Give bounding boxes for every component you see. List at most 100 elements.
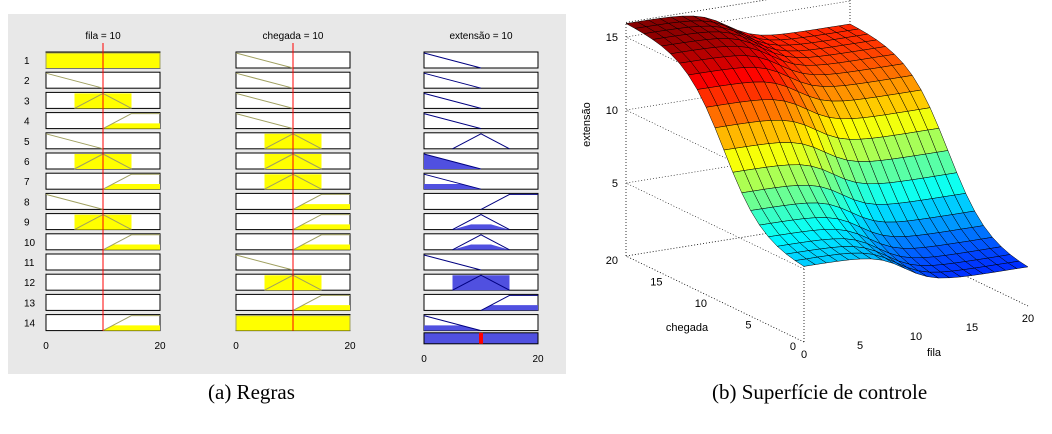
x-tick-label: 10: [910, 331, 922, 343]
x-tick-label: 0: [801, 349, 807, 361]
membership-curve: [423, 254, 482, 271]
rule-number: 2: [24, 76, 30, 87]
rule-8-output-cell: [423, 192, 539, 210]
membership-fill: [103, 123, 160, 129]
column-title: chegada = 10: [263, 31, 324, 42]
y-tick-label: 20: [606, 255, 618, 267]
membership-curve: [423, 173, 482, 190]
rule-3-output-cell: [423, 91, 539, 109]
membership-fill: [424, 325, 481, 331]
rule-5-output-cell: [423, 132, 539, 150]
rule-number: 6: [24, 157, 30, 168]
z-tick-label: 5: [612, 178, 618, 190]
rules-viewer-panel: fila = 10 chegada = 10 extensão = 10 12345…: [8, 14, 566, 374]
membership-curve: [452, 133, 510, 150]
membership-curve: [102, 315, 160, 332]
membership-box: [423, 253, 539, 271]
rule-10-output-cell: [423, 233, 539, 251]
membership-fill: [424, 183, 481, 190]
rule-number: 1: [24, 56, 30, 67]
membership-curve: [292, 294, 350, 311]
rule-number: 12: [24, 278, 36, 289]
z-tick-label: 10: [606, 105, 618, 117]
rule-number: 5: [24, 137, 30, 148]
membership-curve: [423, 52, 482, 69]
membership-curve: [452, 234, 510, 251]
membership-box: [423, 51, 539, 69]
rule-number: 9: [24, 218, 30, 229]
membership-curve: [102, 113, 160, 130]
membership-fill: [293, 224, 350, 230]
caption-control-surface: (b) Superfície de controle: [712, 380, 928, 404]
membership-curve: [452, 214, 510, 231]
y-tick-label: 0: [790, 341, 796, 353]
rule-6-output-cell: [423, 152, 539, 170]
rule-12-output-cell: [423, 273, 539, 291]
z-axis-label: extensão: [581, 102, 593, 147]
membership-curve: [423, 92, 482, 109]
rule-number: 8: [24, 197, 30, 208]
membership-box: [423, 132, 539, 150]
y-tick-label: 5: [745, 320, 751, 332]
membership-box: [423, 112, 539, 130]
membership-curve: [480, 193, 538, 210]
membership-curve: [102, 173, 160, 190]
y-tick-label: 10: [695, 298, 707, 310]
rule-9-output-cell: [423, 213, 539, 231]
membership-box: [423, 91, 539, 109]
rule-number: 11: [24, 258, 35, 269]
column-title: fila = 10: [85, 31, 121, 42]
axis-min-tick: 0: [43, 341, 49, 352]
membership-fill: [293, 244, 350, 250]
membership-curve: [292, 214, 350, 231]
membership-curve: [292, 193, 350, 210]
y-axis-label: chegada: [666, 322, 709, 334]
membership-curve: [423, 72, 482, 89]
membership-curve: [45, 133, 104, 150]
membership-box: [423, 192, 539, 210]
membership-curve: [423, 153, 482, 170]
caption-rules: (a) Regras: [208, 380, 295, 404]
axis-max-tick: 20: [532, 354, 544, 365]
membership-curve: [102, 234, 160, 251]
axes-box-edge: [625, 255, 805, 343]
membership-curve: [423, 315, 482, 332]
rule-14-output-cell: [423, 314, 539, 332]
x-axis-label: fila: [927, 347, 942, 359]
rule-number: 7: [24, 177, 30, 188]
rule-13-output-cell: [423, 293, 539, 311]
rule-number: 14: [24, 319, 36, 330]
membership-fill: [103, 325, 160, 331]
membership-curve: [235, 52, 294, 69]
membership-curve: [235, 254, 294, 271]
membership-box: [423, 71, 539, 89]
membership-curve: [423, 113, 482, 130]
membership-curve: [235, 72, 294, 89]
axis-min-tick: 0: [421, 354, 427, 365]
membership-curve: [235, 92, 294, 109]
membership-curve: [292, 234, 350, 251]
rule-number: 13: [24, 298, 36, 309]
membership-curve: [45, 193, 104, 210]
x-tick-label: 15: [966, 322, 978, 334]
membership-curve: [480, 294, 538, 311]
column-title: extensão = 10: [449, 31, 513, 42]
rule-number: 4: [24, 117, 30, 128]
control-surface-panel: 0 5 10 15 20 0 5 10 15 20 5 10 15 fila chegada extensão: [581, 0, 1034, 361]
defuzzified-marker: [479, 332, 483, 344]
rule-2-output-cell: [423, 71, 539, 89]
membership-fill: [103, 244, 160, 250]
x-tick-label: 20: [1022, 313, 1034, 325]
y-tick-label: 15: [650, 277, 662, 289]
rule-11-output-cell: [423, 253, 539, 271]
membership-fill: [293, 204, 350, 210]
axis-min-tick: 0: [233, 341, 239, 352]
membership-fill: [452, 244, 510, 250]
rule-4-output-cell: [423, 112, 539, 130]
membership-fill: [452, 275, 510, 291]
z-tick-label: 15: [606, 32, 618, 44]
membership-fill: [452, 224, 510, 230]
membership-fill: [481, 305, 538, 311]
axis-max-tick: 20: [344, 341, 356, 352]
